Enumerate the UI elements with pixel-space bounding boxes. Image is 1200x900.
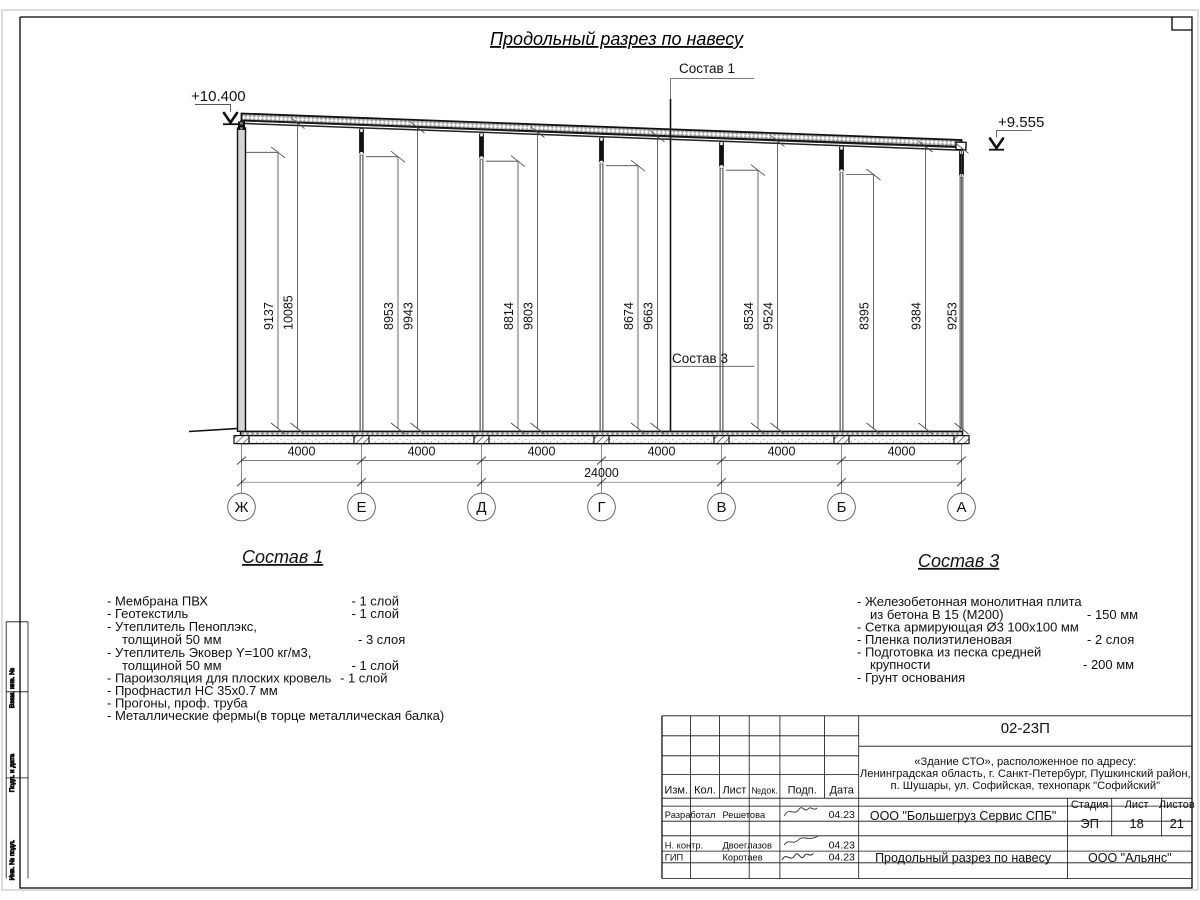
svg-text:Д: Д bbox=[476, 499, 486, 516]
svg-text:02-23П: 02-23П bbox=[1001, 720, 1050, 737]
svg-text:Листов: Листов bbox=[1159, 799, 1195, 811]
svg-text:- Грунт основания: - Грунт основания bbox=[857, 670, 965, 685]
svg-text:04.23: 04.23 bbox=[829, 809, 855, 821]
svg-text:8953: 8953 bbox=[382, 302, 396, 330]
svg-text:9803: 9803 bbox=[522, 302, 536, 330]
svg-text:04.23: 04.23 bbox=[829, 839, 855, 851]
svg-text:Н. контр.: Н. контр. bbox=[665, 840, 703, 850]
svg-text:Лист: Лист bbox=[722, 785, 746, 797]
svg-text:Состав 1: Состав 1 bbox=[242, 547, 323, 567]
svg-text:Подп.: Подп. bbox=[788, 785, 817, 797]
svg-text:10085: 10085 bbox=[282, 295, 296, 330]
svg-text:8395: 8395 bbox=[858, 302, 872, 330]
svg-text:+9.555: +9.555 bbox=[998, 114, 1044, 131]
svg-text:Г: Г bbox=[597, 499, 605, 516]
svg-text:- 150 мм: - 150 мм bbox=[1087, 607, 1138, 622]
svg-text:18: 18 bbox=[1129, 816, 1143, 831]
svg-text:Е: Е bbox=[356, 499, 366, 516]
svg-text:Стадия: Стадия bbox=[1071, 799, 1109, 811]
svg-text:Взам. инв. №: Взам. инв. № bbox=[9, 668, 16, 708]
svg-text:4000: 4000 bbox=[768, 445, 796, 459]
svg-text:Инв. № подл.: Инв. № подл. bbox=[9, 840, 16, 881]
svg-text:Подп. и дата: Подп. и дата bbox=[9, 753, 16, 792]
svg-text:Ленинградская область, г. Санк: Ленинградская область, г. Санкт-Петербур… bbox=[860, 768, 1191, 780]
svg-text:№док.: №док. bbox=[751, 786, 777, 796]
svg-text:8814: 8814 bbox=[502, 302, 516, 330]
svg-text:8674: 8674 bbox=[622, 302, 636, 330]
svg-text:Б: Б bbox=[837, 499, 847, 516]
svg-text:п. Шушары, ул. Софийская, техн: п. Шушары, ул. Софийская, технопарк "Соф… bbox=[891, 780, 1161, 792]
svg-text:Продольный разрез по навесу: Продольный разрез по навесу bbox=[875, 851, 1052, 865]
svg-text:В: В bbox=[716, 499, 726, 516]
svg-text:9524: 9524 bbox=[762, 302, 776, 330]
svg-text:- 200 мм: - 200 мм bbox=[1083, 657, 1134, 672]
svg-text:9943: 9943 bbox=[402, 302, 416, 330]
svg-text:- Металлические фермы(в торце: - Металлические фермы(в торце металличес… bbox=[107, 708, 444, 723]
svg-text:4000: 4000 bbox=[408, 445, 436, 459]
svg-text:ООО "Большегруз Сервис СПБ": ООО "Большегруз Сервис СПБ" bbox=[870, 809, 1057, 823]
svg-text:9137: 9137 bbox=[262, 302, 276, 330]
svg-text:Дата: Дата bbox=[830, 785, 855, 797]
svg-text:9253: 9253 bbox=[946, 302, 960, 330]
svg-text:4000: 4000 bbox=[648, 445, 676, 459]
svg-text:24000: 24000 bbox=[584, 466, 619, 480]
svg-text:А: А bbox=[956, 499, 966, 516]
svg-text:- 2 слоя: - 2 слоя bbox=[1087, 632, 1134, 647]
svg-text:4000: 4000 bbox=[528, 445, 556, 459]
svg-text:9384: 9384 bbox=[910, 302, 924, 330]
svg-text:Состав 1: Состав 1 bbox=[679, 61, 735, 76]
svg-text:Изм.: Изм. bbox=[664, 785, 688, 797]
svg-text:9663: 9663 bbox=[642, 302, 656, 330]
svg-text:ООО "Альянс": ООО "Альянс" bbox=[1088, 851, 1172, 865]
svg-text:Коротаев: Коротаев bbox=[723, 853, 763, 863]
svg-text:Двоеглазов: Двоеглазов bbox=[723, 840, 772, 850]
svg-text:4000: 4000 bbox=[288, 445, 316, 459]
svg-text:8534: 8534 bbox=[742, 302, 756, 330]
svg-text:21: 21 bbox=[1170, 816, 1184, 831]
svg-text:Лист: Лист bbox=[1125, 799, 1149, 811]
svg-text:Продольный разрез по навесу: Продольный разрез по навесу bbox=[490, 29, 744, 49]
svg-text:ЭП: ЭП bbox=[1080, 816, 1099, 831]
svg-text:«Здание СТО», расположенное по: «Здание СТО», расположенное по адресу: bbox=[914, 756, 1136, 768]
svg-text:+10.400: +10.400 bbox=[191, 88, 246, 105]
svg-text:04.23: 04.23 bbox=[829, 852, 855, 864]
svg-text:ГИП: ГИП bbox=[665, 853, 683, 863]
svg-text:- 3 слоя: - 3 слоя bbox=[358, 632, 405, 647]
svg-text:Кол.: Кол. bbox=[694, 785, 716, 797]
svg-text:Ж: Ж bbox=[235, 499, 249, 516]
svg-text:Разработал: Разработал bbox=[665, 810, 716, 820]
svg-text:- 1 слой: - 1 слой bbox=[340, 670, 388, 685]
svg-text:4000: 4000 bbox=[888, 445, 916, 459]
svg-text:Состав 3: Состав 3 bbox=[918, 551, 999, 571]
svg-text:Решетова: Решетова bbox=[723, 810, 766, 820]
svg-text:- 1 слой: - 1 слой bbox=[352, 606, 400, 621]
svg-text:Состав 3: Состав 3 bbox=[672, 351, 728, 366]
